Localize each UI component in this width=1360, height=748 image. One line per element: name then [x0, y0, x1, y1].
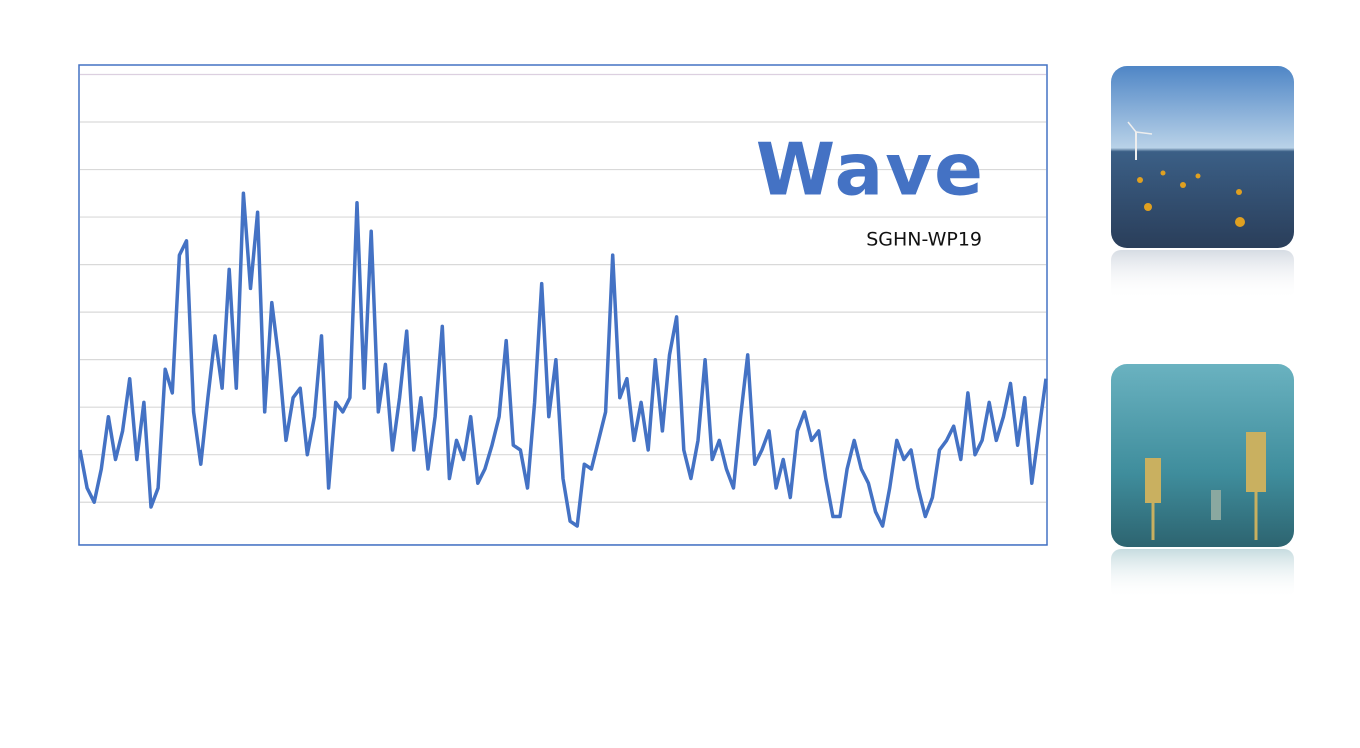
chart-subtitle: SGHN-WP19 — [866, 229, 982, 251]
chart-title: Wave — [756, 128, 985, 212]
photo-turbines — [1111, 66, 1294, 300]
photo-buoys — [1111, 364, 1294, 599]
reflection — [77, 543, 1049, 748]
plot-area — [78, 64, 1048, 546]
data-line — [78, 191, 1048, 528]
